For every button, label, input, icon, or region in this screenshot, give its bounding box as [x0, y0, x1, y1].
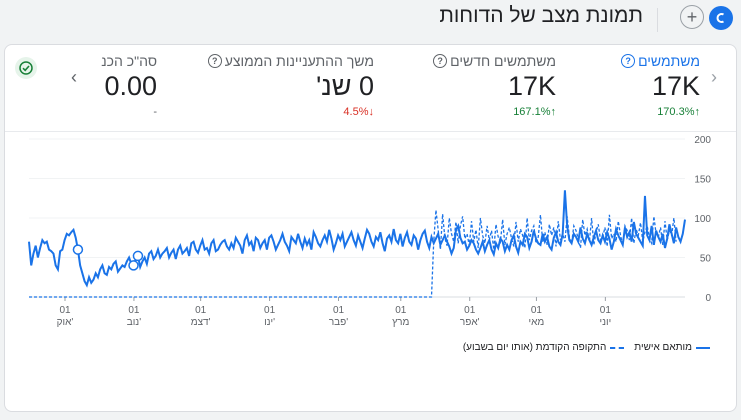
metric-change: ↑167.1%: [513, 106, 557, 118]
x-tick-month: דצמ': [191, 317, 211, 328]
customize-icon: [716, 13, 724, 23]
line-chart: 05010015020001אוק'01נוב'01דצמ'01ינו'01פב…: [28, 135, 712, 328]
metric-change: ↑170.3%: [657, 106, 701, 118]
anomaly-marker[interactable]: [132, 250, 144, 262]
legend-label: מותאם אישית: [634, 342, 692, 353]
check-circle-icon: [15, 57, 37, 79]
check-icon: [19, 61, 33, 75]
x-tick-month: אפר': [460, 317, 480, 328]
anomaly-marker[interactable]: [128, 260, 139, 271]
x-tick-day: 01: [195, 305, 207, 316]
series-line-previous: [29, 210, 677, 298]
x-tick-month: נוב': [127, 317, 141, 328]
chart-legend: מותאם אישית התקופה הקודמת (אותו יום בשבו…: [463, 342, 710, 353]
x-tick-month: ינו': [264, 317, 275, 328]
metric-change: ↓4.5%: [343, 106, 375, 118]
legend-item-previous[interactable]: התקופה הקודמת (אותו יום בשבוע): [462, 342, 625, 353]
metric-label: משך ההתעניינות הממוצע: [224, 53, 374, 69]
metric-value: 0.00: [104, 71, 157, 101]
metric-label-row: משך ההתעניינות הממוצע ?: [207, 53, 374, 69]
y-tick-label: 0: [705, 293, 711, 304]
legend-solid-swatch: [696, 346, 710, 349]
x-tick-day: 01: [128, 305, 140, 316]
arrow-up-icon: ↑: [550, 106, 557, 118]
x-tick-day: 01: [600, 305, 612, 316]
legend-label: התקופה הקודמת (אותו יום בשבוע): [462, 342, 607, 353]
arrow-down-icon: ↓: [368, 106, 375, 118]
metric-value: 0 שנ': [316, 71, 374, 101]
x-tick-day: 01: [333, 305, 345, 316]
y-tick-label: 200: [694, 135, 711, 146]
metric-label-row: משתמשים חדשים ?: [433, 53, 556, 69]
help-icon[interactable]: ?: [207, 54, 222, 68]
metric-users[interactable]: משתמשים ? 17K ↑170.3%: [621, 53, 700, 118]
chevron-left-icon[interactable]: ‹: [71, 67, 77, 87]
chevron-right-icon[interactable]: ›: [711, 67, 717, 87]
metrics-divider: [5, 131, 736, 132]
metric-label: משתמשים: [638, 53, 700, 69]
metric-new-users[interactable]: משתמשים חדשים ? 17K ↑167.1%: [433, 53, 556, 118]
x-tick-month: מאי: [529, 317, 545, 328]
metric-total-revenue[interactable]: סה"כ הכנ 0.00 -: [101, 53, 157, 118]
metric-value: 17K: [651, 71, 700, 101]
metric-label: סה"כ הכנ: [101, 53, 157, 69]
page-title: תמונת מצב של הדוחות: [439, 4, 643, 27]
legend-item-custom[interactable]: מותאם אישית: [634, 342, 710, 353]
x-tick-month: מרץ: [392, 317, 409, 328]
series-line-custom: [28, 190, 686, 288]
y-tick-label: 50: [700, 254, 712, 265]
anomaly-marker[interactable]: [72, 244, 84, 255]
header-divider: [657, 8, 658, 32]
x-tick-day: 01: [59, 305, 71, 316]
metric-label: משתמשים חדשים: [450, 53, 556, 69]
legend-dashed-swatch: [610, 346, 625, 349]
add-button[interactable]: +: [680, 5, 704, 29]
y-tick-label: 150: [694, 175, 711, 186]
x-tick-day: 01: [531, 305, 543, 316]
customize-report-button[interactable]: [709, 6, 733, 30]
metric-value: 17K: [507, 71, 556, 101]
x-tick-month: יוני: [600, 317, 612, 328]
metric-total-clip: סה"כ הכנ 0.00 -: [91, 45, 157, 131]
help-icon[interactable]: ?: [433, 54, 448, 68]
x-tick-day: 01: [464, 305, 476, 316]
top-bar: תמונת מצב של הדוחות +: [0, 0, 741, 42]
x-tick-month: פבר': [329, 317, 348, 328]
x-tick-day: 01: [395, 305, 407, 316]
help-icon[interactable]: ?: [621, 54, 636, 68]
x-tick-day: 01: [264, 305, 276, 316]
metric-label-row: משתמשים ?: [621, 53, 700, 69]
x-tick-month: אוק': [57, 317, 74, 328]
metric-change: -: [153, 106, 157, 118]
arrow-up-icon: ↑: [694, 106, 701, 118]
y-tick-label: 100: [694, 214, 711, 225]
report-card: ‹ › משתמשים ? 17K ↑170.3% משתמשים חדשים …: [4, 44, 737, 412]
metric-avg-engagement[interactable]: משך ההתעניינות הממוצע ? 0 שנ' ↓4.5%: [207, 53, 375, 118]
